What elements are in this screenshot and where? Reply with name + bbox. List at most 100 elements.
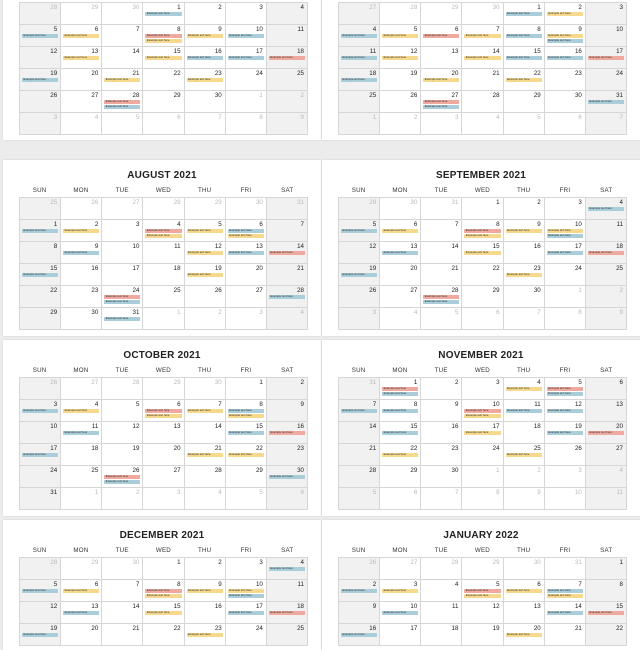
- day-cell[interactable]: 10: [585, 25, 627, 47]
- day-cell[interactable]: 25: [143, 286, 185, 308]
- day-cell[interactable]: 16: [503, 242, 545, 264]
- day-cell[interactable]: 22 Example text here: [503, 69, 545, 91]
- event-chip[interactable]: Example text here: [268, 611, 305, 615]
- event-chip[interactable]: Example text here: [22, 453, 59, 457]
- event-chip[interactable]: Example text here: [464, 409, 501, 413]
- event-chip[interactable]: Example text here: [145, 56, 182, 60]
- day-cell[interactable]: 8: [225, 113, 267, 135]
- day-cell[interactable]: 11: [585, 488, 627, 510]
- day-cell[interactable]: 20: [143, 444, 185, 466]
- day-cell[interactable]: 5 Example text here: [20, 580, 62, 602]
- day-cell[interactable]: 1: [225, 378, 267, 400]
- event-chip[interactable]: Example text here: [464, 34, 501, 38]
- event-chip[interactable]: Example text here: [227, 589, 264, 593]
- day-cell[interactable]: 14 Example text here: [544, 602, 586, 624]
- day-cell[interactable]: 9 Example text here: [184, 25, 226, 47]
- event-chip[interactable]: Example text here: [423, 78, 460, 82]
- day-cell[interactable]: 26: [20, 378, 62, 400]
- event-chip[interactable]: Example text here: [22, 589, 59, 593]
- day-cell[interactable]: 15 Example text here: [585, 602, 627, 624]
- event-chip[interactable]: Example text here: [505, 589, 542, 593]
- event-chip[interactable]: Example text here: [546, 39, 583, 43]
- day-cell[interactable]: 4: [585, 466, 627, 488]
- day-cell[interactable]: 1: [462, 198, 504, 220]
- day-cell[interactable]: 25: [266, 69, 308, 91]
- day-cell[interactable]: 19 Example text here: [339, 264, 381, 286]
- day-cell[interactable]: 11: [266, 580, 308, 602]
- day-cell[interactable]: 19 Example text here: [20, 69, 62, 91]
- day-cell[interactable]: 14 Example text here: [462, 47, 504, 69]
- day-cell[interactable]: 5 Example text here: [184, 220, 226, 242]
- event-chip[interactable]: Example text here: [341, 273, 378, 277]
- day-cell[interactable]: 16: [184, 602, 226, 624]
- day-cell[interactable]: 27: [380, 558, 422, 580]
- day-cell[interactable]: 4 Example text here: [503, 378, 545, 400]
- event-chip[interactable]: Example text here: [186, 229, 223, 233]
- day-cell[interactable]: 22 Example text here: [380, 444, 422, 466]
- event-chip[interactable]: Example text here: [505, 633, 542, 637]
- day-cell[interactable]: 31: [339, 378, 381, 400]
- day-cell[interactable]: 9 Example text here Example text here: [544, 25, 586, 47]
- event-chip[interactable]: Example text here: [464, 56, 501, 60]
- day-cell[interactable]: 7: [421, 220, 463, 242]
- event-chip[interactable]: Example text here: [268, 431, 305, 435]
- day-cell[interactable]: 17: [380, 624, 422, 646]
- day-cell[interactable]: 14: [184, 422, 226, 444]
- event-chip[interactable]: Example text here: [587, 611, 624, 615]
- day-cell[interactable]: 7: [266, 220, 308, 242]
- day-cell[interactable]: 9 Example text here: [503, 220, 545, 242]
- event-chip[interactable]: Example text here: [587, 100, 624, 104]
- day-cell[interactable]: 11 Example text here: [61, 422, 103, 444]
- event-chip[interactable]: Example text here: [145, 611, 182, 615]
- event-chip[interactable]: Example text here: [464, 251, 501, 255]
- day-cell[interactable]: 24: [20, 466, 62, 488]
- day-cell[interactable]: 6 Example text here: [61, 580, 103, 602]
- event-chip[interactable]: Example text here: [382, 409, 419, 413]
- day-cell[interactable]: 8: [20, 242, 62, 264]
- day-cell[interactable]: 3: [421, 113, 463, 135]
- event-chip[interactable]: Example text here: [382, 34, 419, 38]
- event-chip[interactable]: Example text here: [145, 589, 182, 593]
- day-cell[interactable]: 16 Example text here: [266, 422, 308, 444]
- event-chip[interactable]: Example text here: [104, 295, 141, 299]
- day-cell[interactable]: 9: [266, 400, 308, 422]
- day-cell[interactable]: 31 Example text here: [585, 91, 627, 113]
- day-cell[interactable]: 23: [544, 69, 586, 91]
- day-cell[interactable]: 12: [20, 47, 62, 69]
- day-cell[interactable]: 29: [462, 286, 504, 308]
- day-cell[interactable]: 1: [462, 466, 504, 488]
- day-cell[interactable]: 9: [421, 400, 463, 422]
- day-cell[interactable]: 3: [225, 308, 267, 330]
- event-chip[interactable]: Example text here: [227, 453, 264, 457]
- event-chip[interactable]: Example text here: [227, 234, 264, 238]
- day-cell[interactable]: 6 Example text here: [421, 25, 463, 47]
- day-cell[interactable]: 27: [61, 378, 103, 400]
- day-cell[interactable]: 10 Example text here Example text here: [544, 220, 586, 242]
- event-chip[interactable]: Example text here: [382, 453, 419, 457]
- day-cell[interactable]: 19 Example text here: [184, 264, 226, 286]
- event-chip[interactable]: Example text here: [423, 100, 460, 104]
- event-chip[interactable]: Example text here: [382, 387, 419, 391]
- event-chip[interactable]: Example text here: [505, 387, 542, 391]
- day-cell[interactable]: 1 Example text here Example text here: [380, 378, 422, 400]
- day-cell[interactable]: 22: [20, 286, 62, 308]
- day-cell[interactable]: 21: [462, 69, 504, 91]
- event-chip[interactable]: Example text here: [464, 594, 501, 598]
- day-cell[interactable]: 5 Example text here Example text here: [462, 580, 504, 602]
- event-chip[interactable]: Example text here: [268, 475, 305, 479]
- day-cell[interactable]: 24 Example text here Example text here: [102, 286, 144, 308]
- event-chip[interactable]: Example text here: [464, 229, 501, 233]
- day-cell[interactable]: 13: [503, 602, 545, 624]
- day-cell[interactable]: 17 Example text here: [225, 602, 267, 624]
- event-chip[interactable]: Example text here: [546, 594, 583, 598]
- event-chip[interactable]: Example text here: [63, 409, 100, 413]
- day-cell[interactable]: 27: [143, 466, 185, 488]
- day-cell[interactable]: 19: [380, 69, 422, 91]
- day-cell[interactable]: 29: [20, 308, 62, 330]
- day-cell[interactable]: 26: [339, 286, 381, 308]
- day-cell[interactable]: 29: [143, 91, 185, 113]
- day-cell[interactable]: 26: [20, 91, 62, 113]
- day-cell[interactable]: 26: [380, 91, 422, 113]
- day-cell[interactable]: 25: [585, 264, 627, 286]
- day-cell[interactable]: 11: [143, 242, 185, 264]
